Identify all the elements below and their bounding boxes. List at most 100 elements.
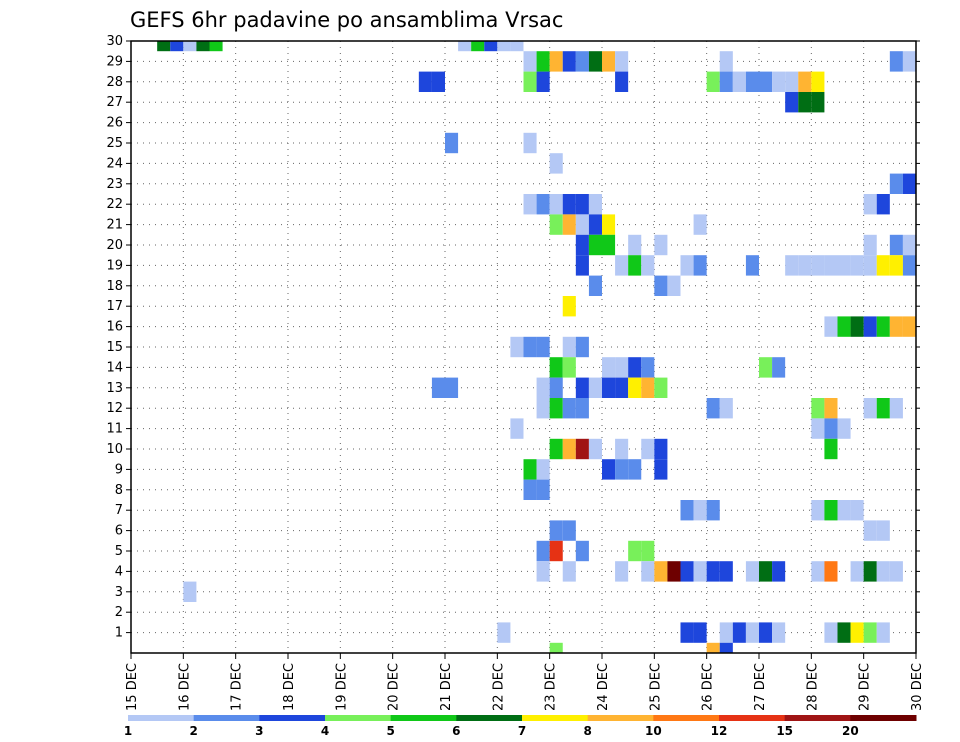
- y-tick-label: 8: [115, 483, 123, 498]
- color-legend: 1 2 3 4 5 6 7 8 10 12 15 20: [124, 715, 917, 738]
- precip-cell: [615, 255, 629, 276]
- precip-cell: [680, 622, 694, 643]
- precip-cell: [902, 51, 916, 72]
- precip-cell: [523, 132, 537, 154]
- y-tick-label: 16: [106, 320, 123, 335]
- precip-cell: [863, 520, 877, 541]
- precip-cell: [445, 377, 459, 398]
- precip-cell: [615, 357, 629, 378]
- precip-cell: [837, 418, 851, 439]
- y-tick-label: 3: [115, 585, 123, 600]
- precip-cell: [850, 500, 864, 521]
- precip-cell: [588, 194, 602, 215]
- precip-cell: [772, 357, 786, 378]
- legend-swatch: [850, 715, 917, 721]
- precip-cell: [811, 92, 825, 113]
- precip-cell: [719, 561, 733, 582]
- precip-cell: [824, 438, 838, 460]
- precip-cell: [889, 234, 903, 256]
- precip-cell: [798, 71, 812, 92]
- precip-cell: [654, 234, 668, 256]
- precip-cell: [588, 438, 602, 460]
- y-tick-label: 15: [106, 340, 123, 355]
- precip-cell: [772, 71, 786, 92]
- precip-cell: [431, 377, 445, 398]
- x-tick-label: 25 DEC: [648, 663, 663, 711]
- y-tick-label: 10: [106, 442, 123, 457]
- precip-cell: [497, 41, 511, 52]
- precip-cell: [602, 459, 616, 480]
- precip-cell: [824, 561, 838, 582]
- precip-cell: [549, 540, 563, 562]
- precip-cell: [562, 398, 576, 419]
- y-tick-label: 26: [106, 116, 123, 131]
- precip-cell: [615, 561, 629, 582]
- precip-cell: [680, 500, 694, 521]
- precip-cell: [575, 194, 589, 215]
- precip-cell: [641, 540, 655, 562]
- precip-cell: [523, 336, 537, 358]
- y-tick-label: 18: [106, 279, 123, 294]
- precip-cell: [562, 51, 576, 72]
- legend-swatch: [456, 715, 523, 721]
- precip-cell: [536, 336, 550, 358]
- legend-swatch: [719, 715, 786, 721]
- precip-cell: [837, 316, 851, 337]
- precip-cell: [811, 500, 825, 521]
- precip-cell: [719, 642, 733, 653]
- precip-cell: [902, 234, 916, 256]
- y-tick-label: 2: [115, 605, 123, 620]
- precip-cell: [745, 622, 759, 643]
- precip-cell: [863, 622, 877, 643]
- precip-cell: [654, 275, 668, 296]
- precip-cell: [850, 316, 864, 337]
- precip-cell: [798, 255, 812, 276]
- legend-label: 1: [124, 724, 132, 738]
- precip-cell: [693, 500, 707, 521]
- precip-cell: [209, 41, 223, 52]
- x-tick-label: 17 DEC: [230, 663, 245, 711]
- precip-cell: [863, 194, 877, 215]
- y-tick-label: 13: [106, 381, 123, 396]
- precip-cell: [628, 377, 642, 398]
- precip-cell: [719, 71, 733, 92]
- precip-cell: [575, 398, 589, 419]
- precip-cell: [588, 377, 602, 398]
- legend-swatch: [522, 715, 589, 721]
- precip-cell: [615, 377, 629, 398]
- y-tick-label: 4: [115, 564, 123, 579]
- precip-cell: [759, 622, 773, 643]
- precip-cell: [549, 377, 563, 398]
- precip-cell: [628, 357, 642, 378]
- precip-cell: [484, 41, 498, 52]
- precip-cell: [889, 173, 903, 194]
- precip-cell: [837, 255, 851, 276]
- grid-layer: [130, 40, 917, 653]
- precip-cell: [588, 234, 602, 256]
- precip-cell: [628, 540, 642, 562]
- x-tick-label: 29 DEC: [858, 663, 873, 711]
- precip-cell: [680, 255, 694, 276]
- precip-cell: [850, 622, 864, 643]
- precip-cell: [876, 520, 890, 541]
- precip-cell: [863, 398, 877, 419]
- precip-cell: [510, 41, 524, 52]
- precip-cell: [863, 255, 877, 276]
- precip-cell: [772, 622, 786, 643]
- legend-label: 20: [842, 724, 859, 738]
- precip-cell: [680, 561, 694, 582]
- precip-cell: [510, 418, 524, 439]
- precip-cell: [850, 255, 864, 276]
- precip-cell: [458, 41, 472, 52]
- precip-cell: [523, 479, 537, 500]
- precip-cell: [824, 500, 838, 521]
- precip-cell: [719, 398, 733, 419]
- precip-cell: [575, 336, 589, 358]
- y-axis: 1234567891011121314151617181920212223242…: [106, 34, 920, 641]
- y-tick-label: 22: [106, 197, 123, 212]
- precip-cell: [889, 51, 903, 72]
- precip-cell: [654, 377, 668, 398]
- precip-cell: [523, 51, 537, 72]
- y-tick-label: 23: [106, 177, 123, 192]
- x-tick-label: 19 DEC: [334, 663, 349, 711]
